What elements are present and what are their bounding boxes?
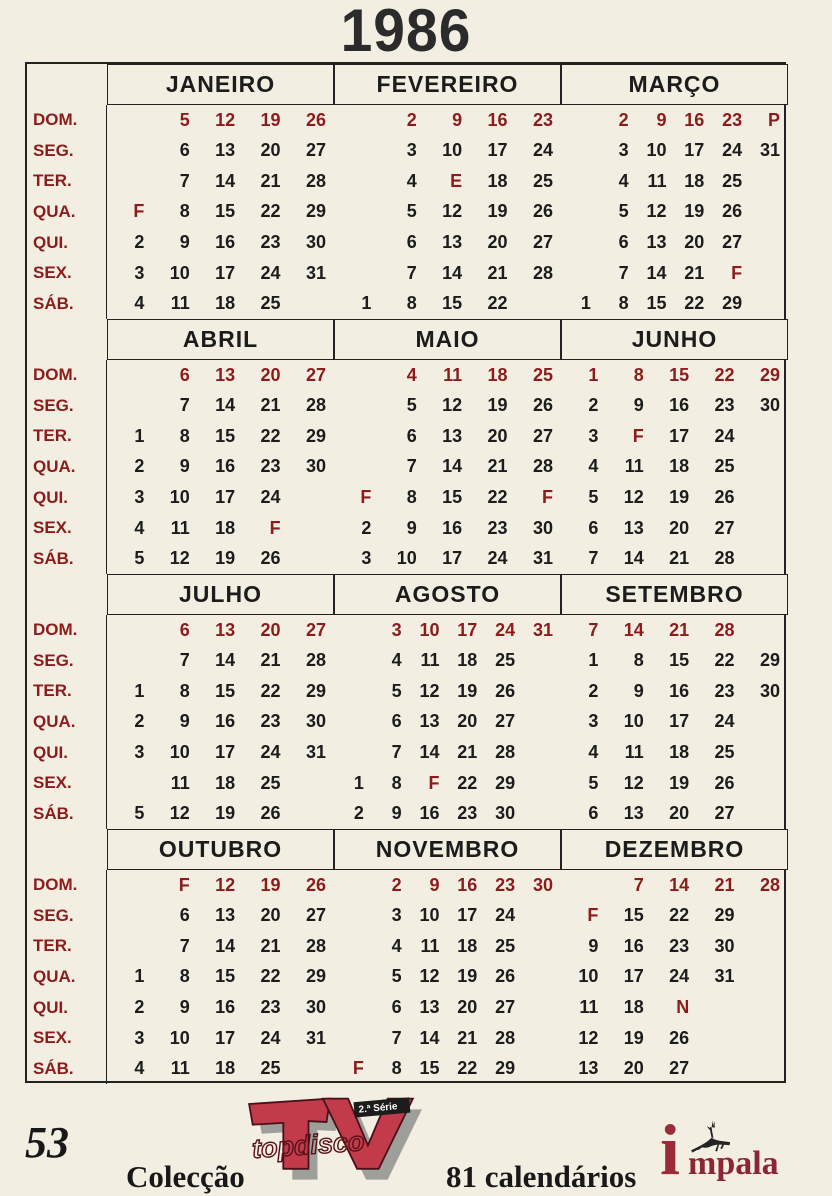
svg-text:i: i <box>660 1110 680 1188</box>
svg-text:mpala: mpala <box>688 1145 779 1182</box>
